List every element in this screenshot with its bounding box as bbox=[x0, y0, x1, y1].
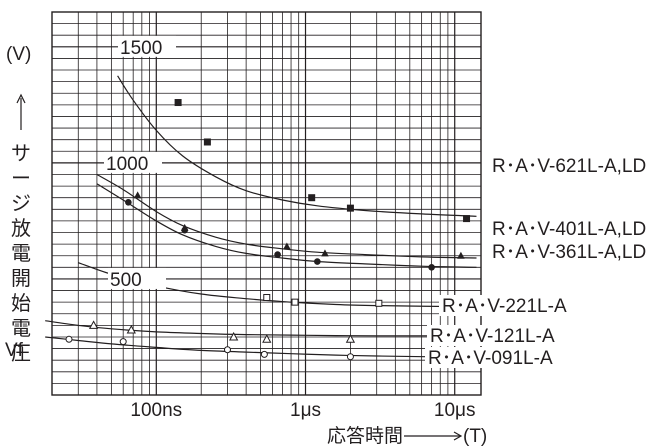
series-curve-1 bbox=[117, 75, 477, 217]
data-point-1-1 bbox=[174, 99, 182, 107]
data-point-3-2 bbox=[181, 226, 188, 234]
y-axis-title-char: ー bbox=[11, 168, 31, 190]
data-point-3-5 bbox=[428, 264, 435, 271]
y-axis-title-char: 放 bbox=[11, 217, 31, 240]
data-point-2-1 bbox=[133, 191, 142, 199]
data-point-2-4 bbox=[321, 249, 329, 257]
y-axis-title-char: 始 bbox=[11, 292, 31, 315]
series-label-bg bbox=[439, 295, 589, 316]
data-point-5-2 bbox=[126, 324, 136, 334]
y-tick-labels: 1500 1000 500 bbox=[104, 35, 176, 291]
series-curve-3 bbox=[96, 183, 477, 268]
y-tick-label-bg bbox=[104, 151, 162, 173]
data-point-3-1 bbox=[125, 199, 132, 206]
y-tick-label-bg bbox=[108, 267, 166, 289]
legend-labels: R･A･V-621L-A,LD R･A･V-401L-A,LDR･A･V-361L… bbox=[425, 156, 646, 369]
data-point-5-4 bbox=[262, 334, 272, 343]
y-tick-label-bg bbox=[118, 35, 176, 57]
data-point-4-5 bbox=[375, 299, 383, 307]
y-axis-title-char: 電 bbox=[11, 318, 31, 340]
x-axis-arrow bbox=[404, 431, 463, 441]
data-point-1-5 bbox=[463, 215, 471, 223]
data-point-4-3 bbox=[263, 294, 271, 302]
x-tick-label: 1μs bbox=[290, 400, 321, 421]
data-point-6-4 bbox=[260, 350, 268, 358]
plot-border bbox=[51, 11, 482, 396]
y-axis-title-char: サ bbox=[11, 143, 31, 165]
data-point-5-3 bbox=[229, 331, 239, 341]
y-axis-arrow bbox=[16, 93, 26, 130]
data-point-6-2 bbox=[119, 338, 127, 346]
y-axis-title-char: 圧 bbox=[11, 343, 31, 365]
grid-lines bbox=[52, 12, 481, 395]
data-point-2-3 bbox=[283, 242, 291, 250]
y-axis-title-char: 開 bbox=[11, 268, 31, 290]
x-tick-label: 100ns bbox=[130, 400, 182, 421]
data-point-3-4 bbox=[314, 258, 321, 265]
plot-frame bbox=[51, 11, 482, 396]
y-axis-title-char: ジ bbox=[11, 193, 31, 215]
series-label-1: R･A･V-621L-A,LD bbox=[492, 156, 646, 177]
y-tick-label: 1500 bbox=[120, 38, 162, 59]
data-point-2-5 bbox=[457, 251, 465, 259]
x-tick-label: 10μs bbox=[434, 400, 476, 421]
data-point-1-3 bbox=[308, 194, 316, 202]
vf-annotation: Vf bbox=[5, 340, 24, 361]
data-point-3-3 bbox=[274, 251, 281, 258]
y-axis-title-char: 電 bbox=[11, 243, 31, 265]
series-label-3: R･A･V-361L-A,LD bbox=[492, 242, 646, 263]
data-point-6-3 bbox=[223, 346, 231, 354]
x-tick-labels: 100ns 1μs 10μs bbox=[130, 400, 475, 421]
x-axis-title: 応答時間 bbox=[327, 425, 403, 447]
data-point-5-5 bbox=[345, 334, 356, 343]
series-label-2: R･A･V-401L-A,LD bbox=[492, 219, 646, 240]
series-label-4: R･A･V-221L-A bbox=[442, 296, 567, 317]
data-point-4-4 bbox=[291, 298, 299, 306]
data-point-6-5 bbox=[346, 353, 354, 361]
y-tick-label: 500 bbox=[110, 270, 142, 291]
data-point-5-1 bbox=[88, 320, 99, 329]
series-label-5: R･A･V-121L-A bbox=[430, 326, 555, 347]
series-curve-2 bbox=[96, 173, 477, 259]
series-label-bg bbox=[425, 347, 575, 368]
y-tick-label: 1000 bbox=[106, 154, 148, 175]
data-point-1-2 bbox=[203, 138, 211, 146]
data-point-6-1 bbox=[65, 335, 73, 343]
series-label-6: R･A･V-091L-A bbox=[428, 348, 553, 369]
series-label-bg bbox=[427, 325, 577, 346]
data-point-1-4 bbox=[346, 204, 354, 212]
x-axis-unit: (T) bbox=[463, 426, 487, 447]
y-axis-unit: (V) bbox=[6, 44, 31, 65]
